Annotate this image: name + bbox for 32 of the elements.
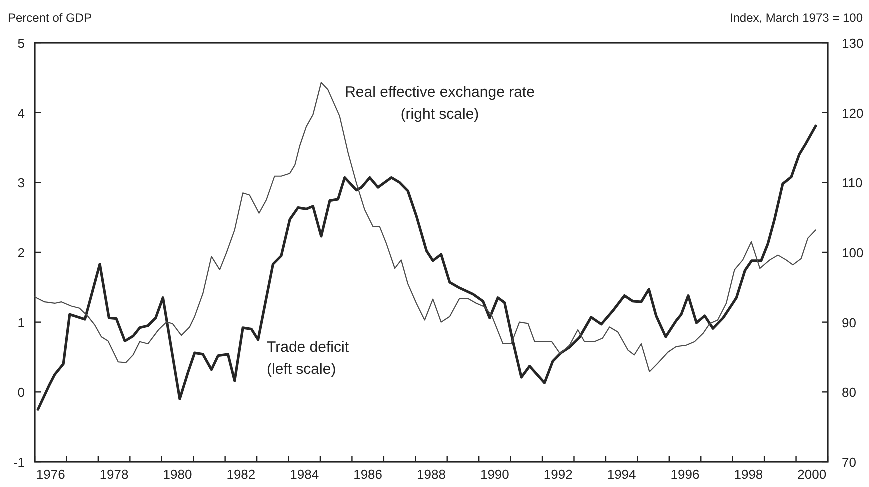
- x-tick-label: 1986: [354, 467, 383, 482]
- x-tick-label: 1982: [226, 467, 256, 482]
- series-label: Trade deficit (left scale): [267, 339, 350, 378]
- x-tick-label: 1984: [290, 467, 320, 482]
- x-tick-label: 2000: [798, 467, 827, 482]
- y2-tick-label: 90: [842, 315, 856, 330]
- x-tick-label: 1976: [36, 467, 66, 482]
- x-tick-label: 1992: [544, 467, 573, 482]
- line-series: [36, 124, 818, 411]
- y-tick-label: 2: [18, 246, 25, 260]
- y-tick-label: 4: [18, 106, 25, 121]
- y2-axis-title: Index, March 1973 = 100: [730, 11, 864, 25]
- y2-tick-label: 130: [842, 36, 864, 51]
- x-tick-label: 1988: [417, 467, 446, 482]
- x-tick-label: 1998: [734, 467, 764, 482]
- y2-tick-label: 70: [842, 455, 856, 470]
- x-tick-label: 1980: [163, 467, 192, 482]
- x-tick-label: 1990: [480, 467, 510, 482]
- y-tick-label: 0: [18, 385, 25, 400]
- y-tick-label: 5: [18, 36, 25, 51]
- y-tick-label: 3: [18, 176, 25, 191]
- y2-tick-label: 110: [842, 176, 863, 191]
- y-tick-label: 1: [18, 315, 25, 330]
- y2-tick-label: 100: [842, 246, 864, 260]
- y2-tick-label: 80: [842, 385, 856, 400]
- y2-tick-label: 120: [842, 106, 864, 121]
- x-tick-label: 1994: [607, 467, 636, 482]
- x-tick-label: 1996: [670, 467, 700, 482]
- series-label: Real effective exchange rate (right scale): [345, 84, 535, 123]
- y-tick-label: -1: [13, 455, 25, 470]
- y-axis-title: Percent of GDP: [8, 11, 92, 25]
- x-tick-label: 1978: [100, 467, 129, 482]
